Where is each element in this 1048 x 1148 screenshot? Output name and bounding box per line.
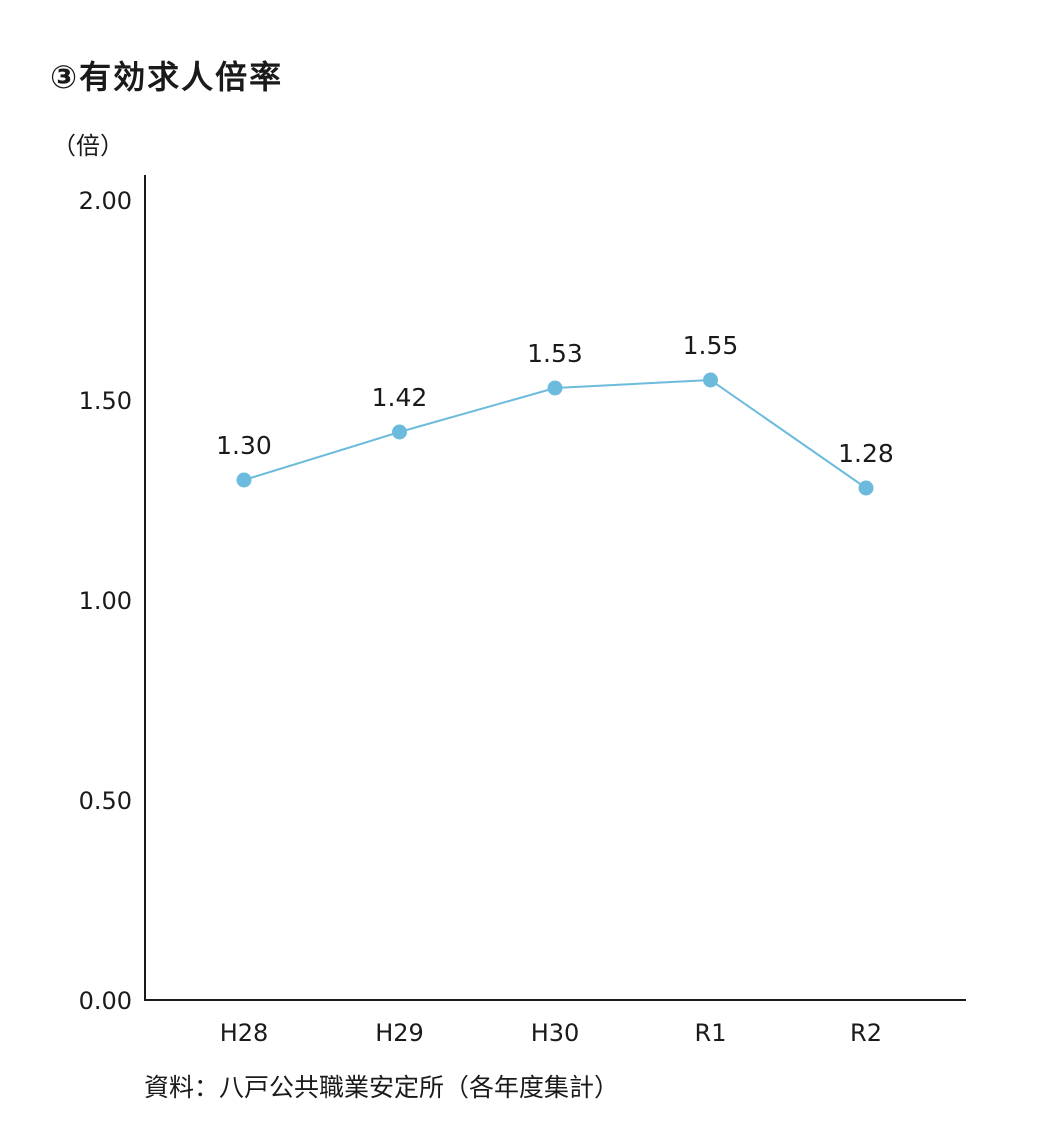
data-label: 1.55 [683, 331, 739, 360]
y-axis-ticks: 0.00 0.50 1.00 1.50 2.00 [79, 187, 132, 1015]
series-line [243, 378, 867, 489]
x-tick-label: R2 [850, 1019, 882, 1047]
source-note: 資料：八戸公共職業安定所（各年度集計） [144, 1073, 620, 1102]
data-point [703, 372, 718, 388]
x-tick-label: H29 [375, 1019, 424, 1047]
y-tick-label: 1.00 [79, 587, 132, 615]
y-tick-label: 1.50 [79, 387, 132, 415]
data-point [547, 380, 563, 396]
data-point [392, 424, 407, 440]
data-label: 1.42 [372, 383, 428, 412]
y-tick-label: 2.00 [79, 187, 132, 215]
y-tick-label: 0.00 [79, 987, 132, 1015]
series-points [236, 372, 874, 496]
y-axis-unit-label: （倍） [52, 132, 124, 160]
y-tick-label: 0.50 [79, 787, 132, 815]
data-point [236, 472, 252, 488]
data-label: 1.53 [527, 339, 583, 368]
x-tick-label: H30 [531, 1019, 580, 1047]
data-point [858, 480, 874, 496]
data-labels: 1.30 1.42 1.53 1.55 1.28 [216, 331, 894, 468]
x-tick-label: H28 [220, 1019, 269, 1047]
chart-title: ③有効求人倍率 [50, 58, 284, 96]
x-axis-ticks: H28 H29 H30 R1 R2 [220, 1019, 882, 1047]
data-label: 1.28 [838, 439, 894, 468]
x-tick-label: R1 [695, 1019, 727, 1047]
data-label: 1.30 [216, 431, 272, 460]
